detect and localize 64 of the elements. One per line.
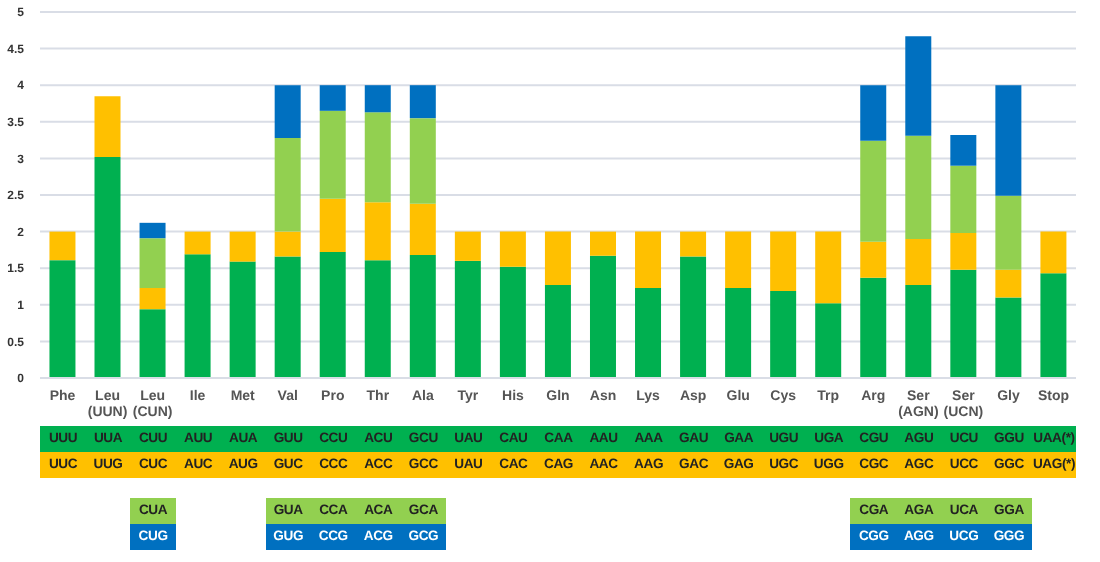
- bar: [815, 303, 842, 378]
- bar: [950, 269, 977, 378]
- bar: [995, 269, 1022, 298]
- bar: [589, 231, 616, 256]
- bar: [680, 231, 707, 257]
- bar: [139, 309, 166, 378]
- bar: [139, 287, 166, 310]
- bar: [995, 297, 1022, 378]
- bar: [860, 140, 887, 242]
- bar: [184, 231, 211, 255]
- bar: [274, 256, 301, 378]
- bar: [499, 266, 526, 378]
- bar: [319, 198, 346, 253]
- bar: [635, 287, 662, 378]
- bar: [229, 261, 256, 378]
- bar: [499, 231, 526, 267]
- bar: [49, 260, 76, 378]
- bar: [184, 254, 211, 378]
- bar: [319, 85, 346, 111]
- bar: [950, 233, 977, 270]
- bar: [364, 112, 391, 203]
- bar: [409, 203, 436, 256]
- bar: [860, 85, 887, 141]
- bar: [905, 285, 932, 378]
- bar: [680, 256, 707, 378]
- bar: [770, 290, 797, 378]
- bar: [139, 238, 166, 288]
- bar: [770, 231, 797, 291]
- bar: [94, 156, 121, 378]
- bar: [409, 255, 436, 378]
- bar: [860, 241, 887, 278]
- bar: [274, 85, 301, 138]
- bar: [94, 96, 121, 157]
- bar: [860, 277, 887, 378]
- bar: [905, 238, 932, 286]
- bar: [725, 231, 752, 288]
- bar: [544, 231, 571, 286]
- bar: [274, 137, 301, 232]
- bar: [364, 202, 391, 261]
- bar: [49, 231, 76, 261]
- bar: [454, 231, 481, 261]
- bar: [815, 231, 842, 304]
- bar: [995, 195, 1022, 270]
- bar: [139, 222, 166, 239]
- bar: [995, 85, 1022, 196]
- bar: [1040, 273, 1067, 378]
- bar: [454, 260, 481, 378]
- bar: [319, 252, 346, 378]
- bar: [274, 231, 301, 257]
- bar: [544, 285, 571, 378]
- bar: [725, 287, 752, 378]
- bar: [409, 118, 436, 204]
- bar: [229, 231, 256, 262]
- bar: [905, 135, 932, 239]
- bar: [364, 85, 391, 113]
- bar: [1040, 231, 1067, 274]
- bar: [364, 260, 391, 378]
- bar: [950, 165, 977, 234]
- bar: [950, 134, 977, 166]
- bar: [409, 85, 436, 119]
- bar: [635, 231, 662, 288]
- bar: [319, 110, 346, 199]
- bar: [589, 255, 616, 378]
- bar: [905, 36, 932, 136]
